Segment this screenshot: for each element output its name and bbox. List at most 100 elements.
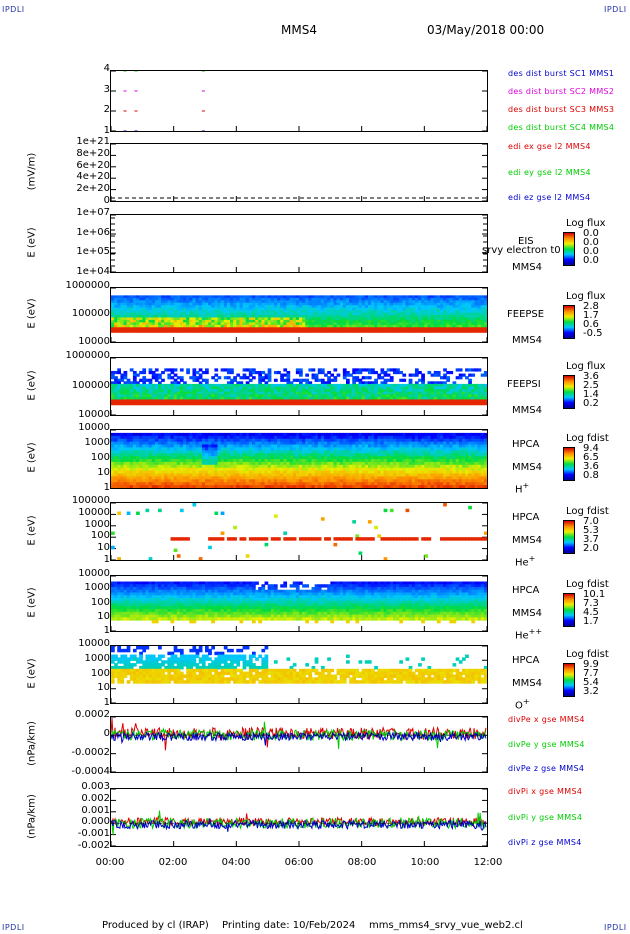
spectrogram-cell [418, 383, 422, 388]
spectrogram-cell [114, 319, 118, 323]
spectrogram-cell [173, 485, 178, 488]
spectrogram-cell [226, 399, 231, 403]
spectrogram-cell [320, 402, 325, 406]
spectrogram-cell [176, 464, 181, 469]
spectrogram-cell [183, 295, 187, 299]
spectrogram-cell [471, 324, 476, 328]
spectrogram-cell [226, 368, 231, 372]
spectrogram-cell [239, 317, 244, 321]
spectrogram-cell [205, 378, 209, 382]
spectrogram-cell [167, 386, 172, 390]
spectrogram-cell [311, 461, 316, 466]
spectrogram-cell [214, 322, 219, 326]
spectrogram-cell [264, 305, 269, 309]
spectrogram-cell [198, 376, 203, 380]
spectrogram-cell [261, 376, 266, 380]
spectrogram-cell [242, 295, 247, 299]
spectrogram-cell [186, 297, 190, 301]
spectrogram-cell [248, 456, 253, 460]
spectrogram-cell [126, 327, 131, 331]
spectrogram-cell [242, 297, 247, 301]
spectrogram-cell [280, 383, 284, 388]
spectrogram-cell [192, 441, 197, 446]
spectrogram-cell [399, 295, 403, 299]
spectrogram-cell [132, 450, 137, 454]
spectrogram-cell [336, 456, 341, 460]
spectrogram-cell [267, 459, 272, 463]
spectrogram-cell [361, 450, 366, 454]
spectrogram-cell [361, 383, 366, 388]
spectrogram-cell [452, 327, 457, 331]
spectrogram-cell [167, 476, 172, 480]
spectrogram-cell [205, 432, 209, 437]
spectrogram-cell [330, 378, 335, 382]
spectrogram-cell [176, 456, 181, 460]
spectrogram-cell [164, 402, 168, 406]
plot-content-burst [123, 71, 205, 131]
spectrogram-cell [201, 378, 206, 382]
spectrogram-cell [223, 473, 228, 477]
spectrogram-cell [245, 464, 250, 469]
spectrogram-cell [189, 319, 194, 323]
spectrogram-cell [377, 432, 382, 437]
spectrogram-cell [289, 300, 294, 304]
spectrogram-cell [226, 461, 231, 466]
spectrogram-cell [261, 482, 266, 486]
spectrogram-cell [424, 302, 429, 306]
spectrogram-cell [201, 438, 206, 443]
spectrogram-cell [255, 432, 259, 437]
spectrogram-cell [111, 383, 115, 388]
spectrogram-cell [195, 470, 200, 475]
spectrogram-cell [308, 329, 313, 333]
spectrogram-cell [311, 327, 316, 331]
spectrogram-cell [248, 482, 253, 486]
spectrogram-cell [217, 435, 222, 440]
spectrogram-cell [142, 389, 147, 393]
spectrogram-cell [142, 450, 147, 454]
spectrogram-cell [205, 464, 209, 469]
spectrogram-cell [264, 470, 269, 475]
spectrogram-cell [233, 470, 237, 475]
spectrogram-cell [311, 307, 316, 311]
spectrogram-cell [295, 444, 300, 448]
spectrogram-cell [205, 399, 209, 403]
spectrogram-cell [201, 370, 206, 375]
spectrogram-cell [421, 394, 425, 398]
spectrogram-cell [308, 302, 313, 306]
spectrogram-cell [461, 391, 466, 395]
spectrogram-cell [270, 317, 275, 321]
spectrogram-cell [418, 378, 422, 382]
spectrogram-cell [389, 456, 394, 460]
spectrogram-cell [183, 329, 187, 333]
spectrogram-cell [167, 402, 172, 406]
spectrogram-cell [195, 295, 200, 299]
spectrogram-cell [377, 376, 382, 380]
spectrogram-cell [471, 391, 476, 395]
spectrogram-cell [405, 302, 410, 306]
spectrogram-cell [330, 295, 335, 299]
spectrogram-cell [129, 305, 134, 309]
colorbar-title: Log flux [566, 218, 606, 229]
spectrogram-cell [148, 464, 153, 469]
spectrogram-cell [158, 327, 162, 331]
spectrogram-cell [449, 386, 454, 390]
spectrogram-cell [117, 302, 121, 306]
spectrogram-cell [421, 322, 425, 326]
spectrogram-cell [164, 461, 168, 466]
spectrogram-cell [183, 312, 187, 316]
spectrogram-cell [436, 300, 441, 304]
spectrogram-cell [424, 297, 429, 301]
spectrogram-cell [342, 394, 347, 398]
spectrogram-cell [352, 447, 356, 451]
spectrogram-cell [317, 368, 322, 372]
spectrogram-cell [317, 441, 322, 446]
corner-label-bottom-right: IPDLI [604, 923, 627, 932]
overlay-label: srvy electron t0 [482, 245, 561, 256]
spectrogram-cell [158, 386, 162, 390]
spectrogram-cell [111, 315, 115, 319]
spectrogram-cell [252, 319, 256, 323]
spectrogram-cell [349, 324, 353, 328]
spectrogram-cell [132, 453, 137, 457]
spectrogram-cell [154, 300, 159, 304]
spectrogram-cell [145, 389, 150, 393]
